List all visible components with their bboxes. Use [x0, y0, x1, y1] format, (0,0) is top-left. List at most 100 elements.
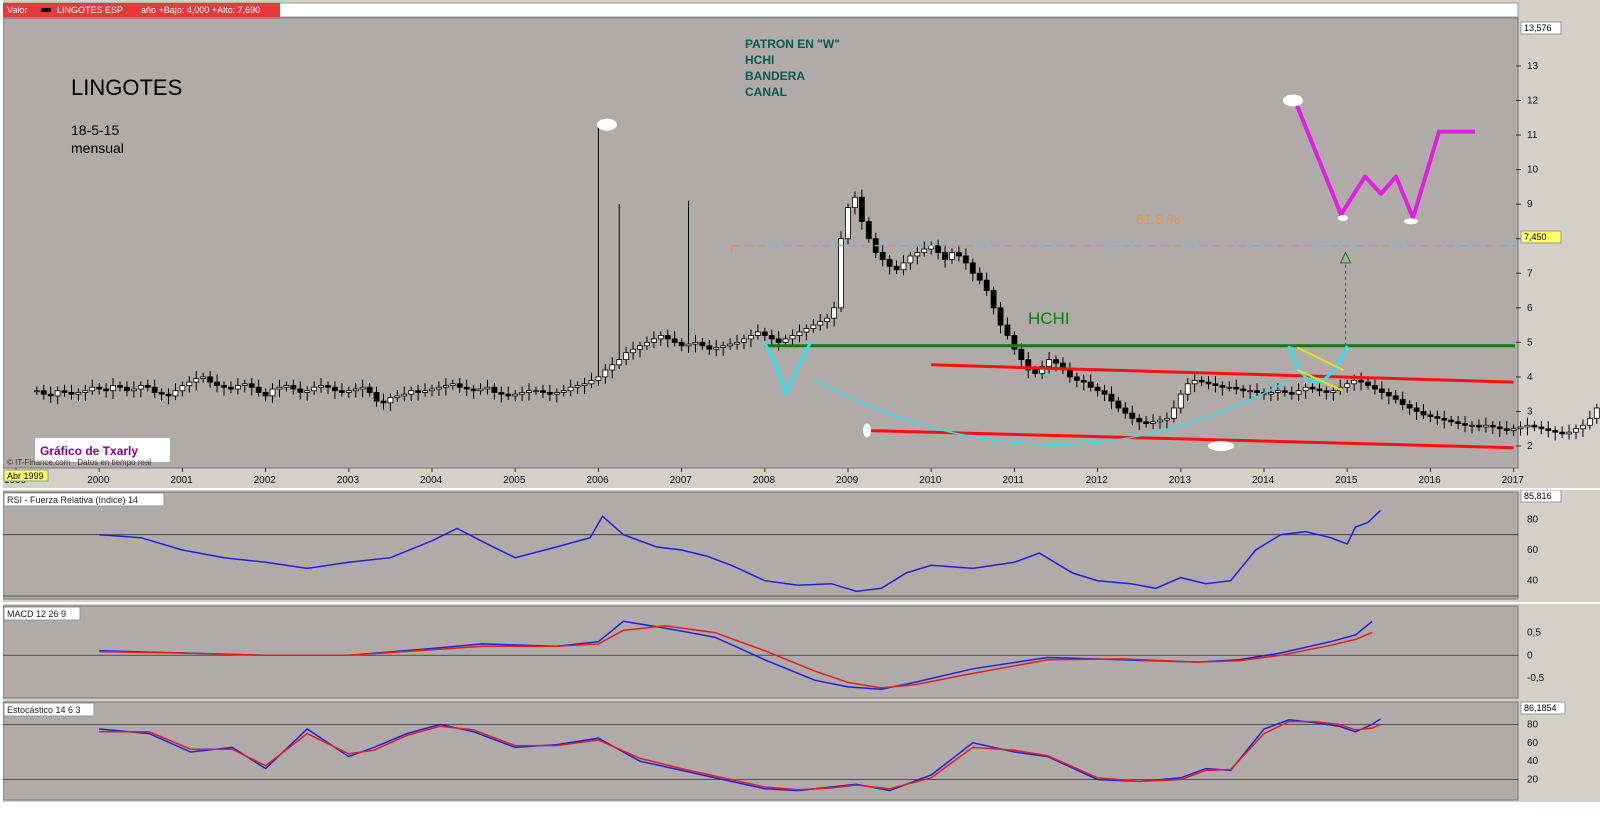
candle-body — [207, 376, 214, 383]
rsi-chart: RSI - Fuerza Relativa (índice) 14 85,816… — [3, 490, 1600, 602]
candle-body — [1281, 390, 1288, 393]
candle-body — [567, 386, 574, 392]
macd-label-box[interactable] — [3, 606, 81, 621]
indicator-tick-label: 0,5 — [1527, 628, 1541, 639]
candle-body — [706, 345, 713, 350]
candle-body — [110, 385, 116, 392]
candle-body — [713, 347, 720, 350]
marker-oval — [1338, 214, 1348, 221]
candle-body — [436, 386, 442, 390]
candle-body — [1191, 379, 1198, 385]
candle-body — [650, 338, 657, 343]
candle-body — [824, 317, 831, 323]
time-tick-label: 2001 — [170, 475, 193, 486]
chart-title: LINGOTES — [71, 75, 182, 100]
candle-body — [1378, 388, 1385, 393]
candle-body — [1039, 366, 1046, 374]
price-tick-label: 11 — [1527, 130, 1538, 141]
candle-body — [741, 338, 747, 343]
pattern-label-canal: CANAL — [745, 85, 787, 99]
time-tick-label: 2009 — [836, 475, 859, 486]
candle-body — [165, 393, 172, 397]
candle-body — [768, 335, 775, 340]
start-date-tag — [3, 469, 49, 482]
candle-body — [255, 386, 262, 393]
indicator-line — [99, 625, 1373, 689]
candle-body — [1330, 390, 1337, 393]
candle-body — [789, 335, 796, 340]
stoch-value: 86,1854 — [1524, 703, 1557, 713]
candle-body — [1434, 416, 1441, 419]
candle-body — [734, 341, 740, 345]
time-tick-label: 2012 — [1086, 475, 1109, 486]
candle-body — [200, 376, 207, 380]
candle-body — [796, 331, 803, 336]
candle-body — [401, 393, 408, 397]
rsi-label-box[interactable] — [3, 492, 165, 507]
candle-body — [900, 262, 907, 271]
price-tick-label: 3 — [1527, 406, 1533, 417]
candle-body — [1503, 428, 1510, 431]
candle-body — [124, 386, 130, 392]
candle-body — [1226, 386, 1233, 389]
candle-body — [1073, 376, 1080, 381]
candle-body — [449, 383, 456, 386]
candle-body — [1489, 424, 1496, 428]
candle-body — [581, 383, 588, 386]
header-label: Valor — [7, 5, 27, 15]
stoch-label-box[interactable] — [3, 702, 95, 717]
top-value-box — [1520, 21, 1562, 35]
candle-body — [1087, 381, 1094, 388]
candle-body — [1309, 386, 1316, 390]
marker-oval — [597, 118, 617, 131]
candle-body — [1517, 426, 1524, 430]
candle-body — [1205, 381, 1212, 385]
candle-body — [761, 331, 768, 336]
candle-body — [1268, 392, 1274, 395]
stoch-panel: Estocástico 14 6 3 86,1854 80 60 40 20 — [3, 700, 1600, 802]
candle-body — [720, 345, 727, 348]
candle-body — [1115, 400, 1122, 409]
price-header-tag[interactable] — [3, 3, 280, 17]
candle-body — [775, 338, 782, 343]
candle-body — [1538, 426, 1545, 430]
channel-lower — [864, 428, 1514, 450]
candle-body — [914, 252, 921, 257]
rsi-label: RSI - Fuerza Relativa (índice) 14 — [7, 495, 138, 505]
candle-body — [89, 386, 96, 392]
marker-oval — [1404, 218, 1418, 225]
candle-body — [214, 381, 220, 386]
candle-body — [526, 390, 532, 393]
price-tick-label: 5 — [1527, 337, 1533, 348]
candle-body — [879, 252, 886, 260]
candle-body — [935, 245, 942, 253]
candle-body — [456, 383, 463, 388]
candle-body — [276, 386, 283, 390]
candle-body — [1427, 414, 1434, 418]
flag-line-upper — [1296, 346, 1344, 371]
candle-body — [1524, 424, 1531, 428]
candle-body — [1573, 428, 1579, 433]
time-tick-label: 2006 — [586, 475, 609, 486]
indicator-line — [99, 620, 1373, 690]
candle-body — [1177, 393, 1184, 409]
candle-body — [345, 390, 352, 393]
candle-body — [484, 386, 491, 390]
stoch-series: 80 60 40 20 — [3, 718, 1539, 792]
candle-body — [1094, 386, 1101, 392]
candle-body — [1448, 419, 1455, 423]
time-tick-label: 2017 — [1502, 475, 1525, 486]
candle-body — [1385, 392, 1392, 397]
candle-body — [574, 385, 581, 388]
candle-body — [366, 386, 373, 393]
rsi-plot-area — [3, 491, 1519, 600]
small-w-cyan — [763, 341, 812, 399]
pattern-label-hchi: HCHI — [745, 53, 774, 67]
candle-body — [1566, 431, 1572, 435]
candle-body — [1469, 424, 1475, 427]
candle-body — [1122, 407, 1129, 414]
candle-body — [893, 265, 900, 271]
candle-body — [68, 392, 75, 395]
candle-body — [962, 255, 969, 264]
candle-body — [234, 385, 241, 390]
